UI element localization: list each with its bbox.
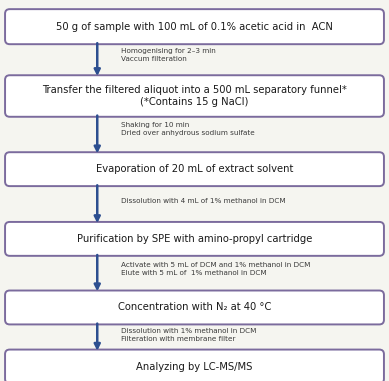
Text: Concentration with N₂ at 40 °C: Concentration with N₂ at 40 °C: [118, 303, 271, 312]
Text: Dissolution with 4 mL of 1% methanol in DCM: Dissolution with 4 mL of 1% methanol in …: [121, 198, 285, 204]
Text: Activate with 5 mL of DCM and 1% methanol in DCM
Elute with 5 mL of  1% methanol: Activate with 5 mL of DCM and 1% methano…: [121, 262, 310, 275]
Text: Dissolution with 1% methanol in DCM
Filteration with membrane filter: Dissolution with 1% methanol in DCM Filt…: [121, 328, 256, 341]
Text: Homogenising for 2–3 min
Vaccum filteration: Homogenising for 2–3 min Vaccum filterat…: [121, 48, 216, 62]
FancyBboxPatch shape: [5, 290, 384, 325]
Text: Shaking for 10 min
Dried over anhydrous sodium sulfate: Shaking for 10 min Dried over anhydrous …: [121, 122, 254, 136]
Text: 50 g of sample with 100 mL of 0.1% acetic acid in  ACN: 50 g of sample with 100 mL of 0.1% aceti…: [56, 22, 333, 32]
Text: Analyzing by LC-MS/MS: Analyzing by LC-MS/MS: [136, 362, 253, 371]
FancyBboxPatch shape: [5, 75, 384, 117]
Text: Transfer the filtered aliquot into a 500 mL separatory funnel*
(*Contains 15 g N: Transfer the filtered aliquot into a 500…: [42, 85, 347, 107]
FancyBboxPatch shape: [5, 9, 384, 44]
Text: Purification by SPE with amino-propyl cartridge: Purification by SPE with amino-propyl ca…: [77, 234, 312, 244]
Text: Evaporation of 20 mL of extract solvent: Evaporation of 20 mL of extract solvent: [96, 164, 293, 174]
FancyBboxPatch shape: [5, 350, 384, 381]
FancyBboxPatch shape: [5, 152, 384, 186]
FancyBboxPatch shape: [5, 222, 384, 256]
